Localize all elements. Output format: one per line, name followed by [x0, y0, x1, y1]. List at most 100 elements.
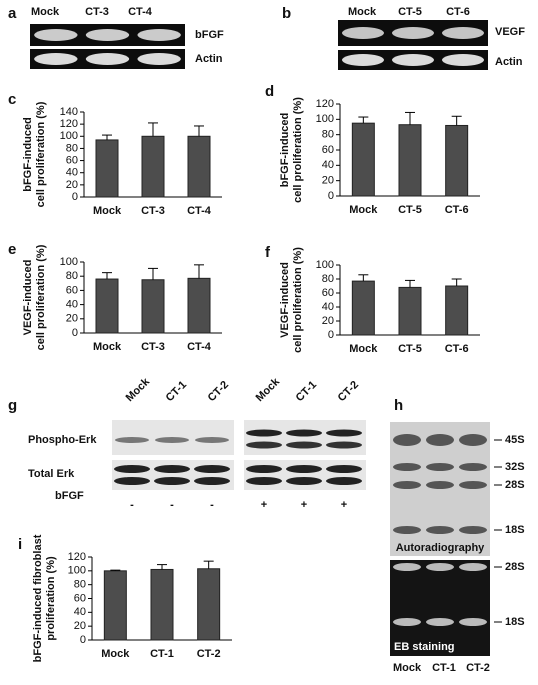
lane-label: CT-2: [206, 379, 231, 404]
x-tick-label: CT-6: [445, 343, 469, 355]
gel-band: [326, 429, 362, 437]
treatment-sign: +: [341, 499, 347, 511]
bar: [351, 122, 375, 197]
y-tick-label: 40: [66, 299, 78, 311]
y-tick-label: 20: [66, 313, 78, 325]
row-label: bFGF: [55, 490, 84, 502]
gel-band: [426, 434, 454, 446]
gel-band: [194, 477, 230, 485]
bar: [187, 135, 211, 198]
gel-band: [392, 54, 434, 66]
gel-band: [85, 53, 130, 65]
gel-band: [393, 481, 421, 489]
y-tick-label: 100: [60, 130, 78, 142]
panel-letter: c: [8, 91, 16, 108]
lane-label: Mock: [393, 662, 422, 674]
size-marker: 28S: [505, 479, 525, 491]
gel-band: [442, 27, 484, 39]
y-tick-label: 80: [66, 270, 78, 282]
gel-bg: [244, 420, 366, 455]
y-tick-label: 60: [66, 154, 78, 166]
bar: [351, 280, 375, 336]
gel-band: [326, 441, 362, 449]
bar: [445, 285, 469, 336]
y-tick-label: 60: [66, 284, 78, 296]
gel-band: [393, 563, 421, 571]
panel-letter: i: [18, 536, 22, 553]
y-tick-label: 100: [316, 113, 334, 125]
treatment-sign: -: [130, 499, 134, 511]
bar: [197, 568, 221, 641]
row-label: bFGF: [195, 29, 224, 41]
gel-band: [459, 563, 487, 571]
gel-band: [326, 465, 362, 473]
y-tick-label: 60: [322, 144, 334, 156]
gel-band: [246, 429, 282, 437]
gel-band: [246, 441, 282, 449]
bar: [141, 279, 165, 334]
y-tick-label: 40: [322, 301, 334, 313]
y-axis-label: VEGF-induced: [22, 260, 34, 336]
y-tick-label: 80: [322, 129, 334, 141]
treatment-sign: +: [261, 499, 267, 511]
y-axis-label: cell proliferation (%): [35, 244, 47, 350]
y-tick-label: 40: [74, 606, 86, 618]
gel-band: [137, 53, 181, 65]
y-tick-label: 80: [322, 273, 334, 285]
y-tick-label: 120: [316, 98, 334, 110]
y-tick-label: 120: [60, 118, 78, 130]
y-tick-label: 0: [80, 634, 86, 646]
lane-label: CT-3: [85, 6, 109, 18]
gel-band: [286, 441, 322, 449]
x-tick-label: CT-3: [141, 205, 165, 217]
gel-band: [286, 429, 322, 437]
gel-band: [459, 463, 487, 471]
x-tick-label: CT-4: [187, 205, 212, 217]
y-tick-label: 60: [74, 592, 86, 604]
gel-band: [342, 27, 384, 39]
gel-band: [34, 29, 78, 41]
row-label: Total Erk: [28, 468, 75, 480]
gel-band: [342, 54, 384, 66]
size-marker: 28S: [505, 561, 525, 573]
gel-band: [154, 465, 190, 473]
y-tick-label: 20: [66, 179, 78, 191]
gel-band: [194, 465, 230, 473]
y-tick-label: 0: [72, 191, 78, 203]
bar: [187, 277, 211, 334]
caption: Autoradiography: [396, 542, 485, 554]
gel-band: [246, 465, 282, 473]
gel-band: [426, 618, 454, 626]
gel-band: [459, 526, 487, 534]
y-tick-label: 0: [328, 329, 334, 341]
bar: [95, 139, 119, 198]
gel-band: [393, 463, 421, 471]
bar: [445, 124, 469, 197]
x-tick-label: CT-3: [141, 341, 165, 353]
y-tick-label: 120: [68, 551, 86, 563]
y-tick-label: 20: [322, 175, 334, 187]
row-label: Actin: [195, 53, 223, 65]
y-tick-label: 140: [60, 106, 78, 118]
gel-band: [393, 618, 421, 626]
y-tick-label: 0: [328, 190, 334, 202]
gel-band: [114, 477, 150, 485]
gel-band: [459, 481, 487, 489]
panel-letter: d: [265, 83, 274, 100]
lane-label: CT-5: [398, 6, 422, 18]
y-axis-label: cell proliferation (%): [292, 247, 304, 353]
y-tick-label: 80: [74, 579, 86, 591]
treatment-sign: +: [301, 499, 307, 511]
gel-band: [34, 53, 78, 65]
gel-band: [426, 563, 454, 571]
y-axis-label: bFGF-induced: [22, 117, 34, 192]
gel-band: [442, 54, 484, 66]
gel-band: [393, 434, 421, 446]
panel-letter: b: [282, 5, 291, 22]
lane-label: CT-2: [466, 662, 490, 674]
row-label: Phospho-Erk: [28, 434, 97, 446]
gel-band: [286, 465, 322, 473]
lane-label: CT-2: [336, 379, 361, 404]
y-tick-label: 100: [316, 259, 334, 271]
